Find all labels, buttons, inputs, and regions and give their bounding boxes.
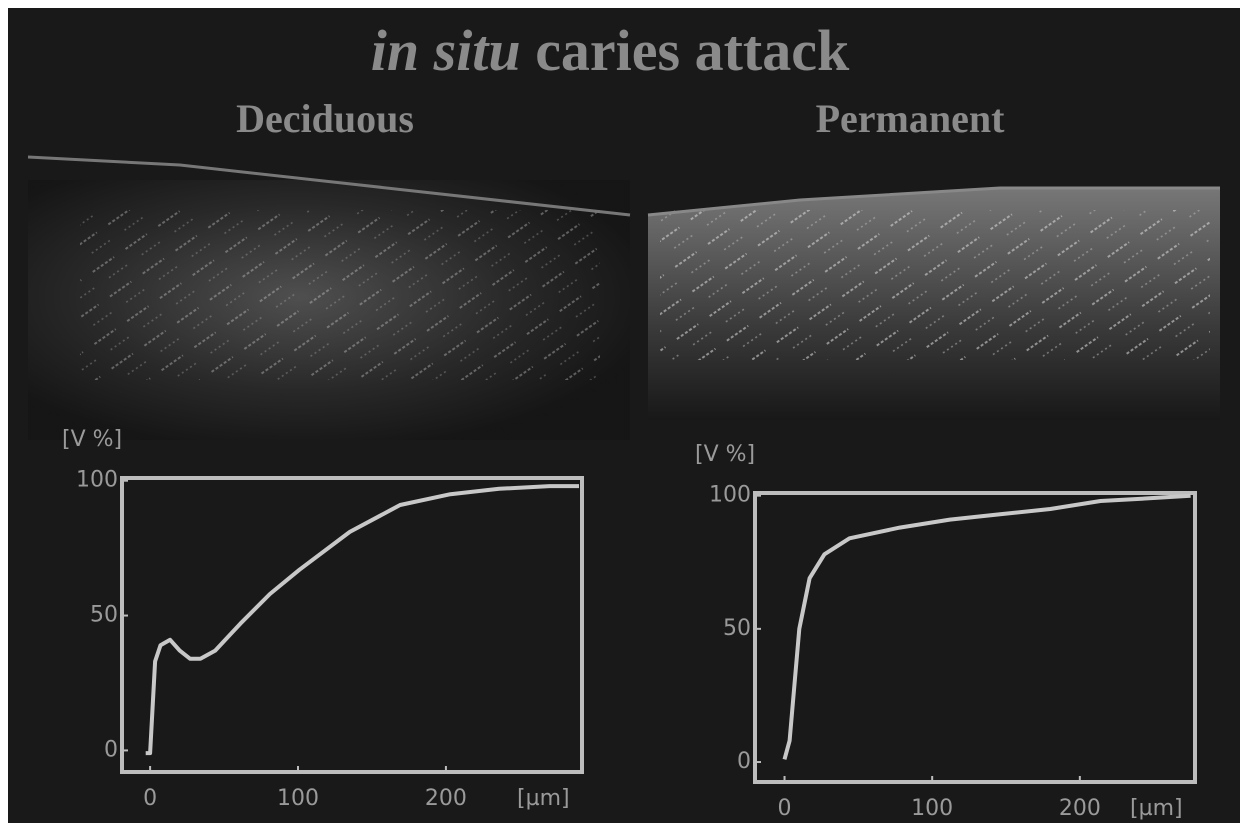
data-line <box>782 493 1191 760</box>
title-emphasis: in situ <box>371 18 521 83</box>
y-tick-label: 0 <box>737 749 751 774</box>
plot-frame <box>753 491 1197 784</box>
x-axis-label: [µm] <box>1130 796 1183 821</box>
micrograph-right <box>647 186 1220 420</box>
y-axis-label: [V %] <box>62 427 122 452</box>
y-tick-label: 0 <box>104 737 118 762</box>
x-tick-label: 0 <box>778 796 792 821</box>
y-tick-label: 50 <box>90 603 118 628</box>
x-tick-label: 100 <box>277 786 319 811</box>
y-tick-label: 50 <box>723 616 751 641</box>
x-tick-label: 200 <box>1059 796 1101 821</box>
data-line <box>145 484 579 756</box>
panel-title: Deciduous <box>236 96 414 141</box>
title-text: caries attack <box>535 18 850 83</box>
x-tick-label: 200 <box>425 786 467 811</box>
micrograph-left <box>27 155 631 440</box>
x-tick-label: 100 <box>911 796 953 821</box>
plot-frame <box>120 476 584 774</box>
x-tick-label: 0 <box>143 786 157 811</box>
y-axis-label: [V %] <box>695 442 755 467</box>
y-tick-label: 100 <box>76 468 118 493</box>
slide-title: in situ caries attack <box>371 18 850 83</box>
x-axis-label: [µm] <box>517 786 570 811</box>
y-tick-label: 100 <box>709 483 751 508</box>
panel-title: Permanent <box>816 96 1006 141</box>
